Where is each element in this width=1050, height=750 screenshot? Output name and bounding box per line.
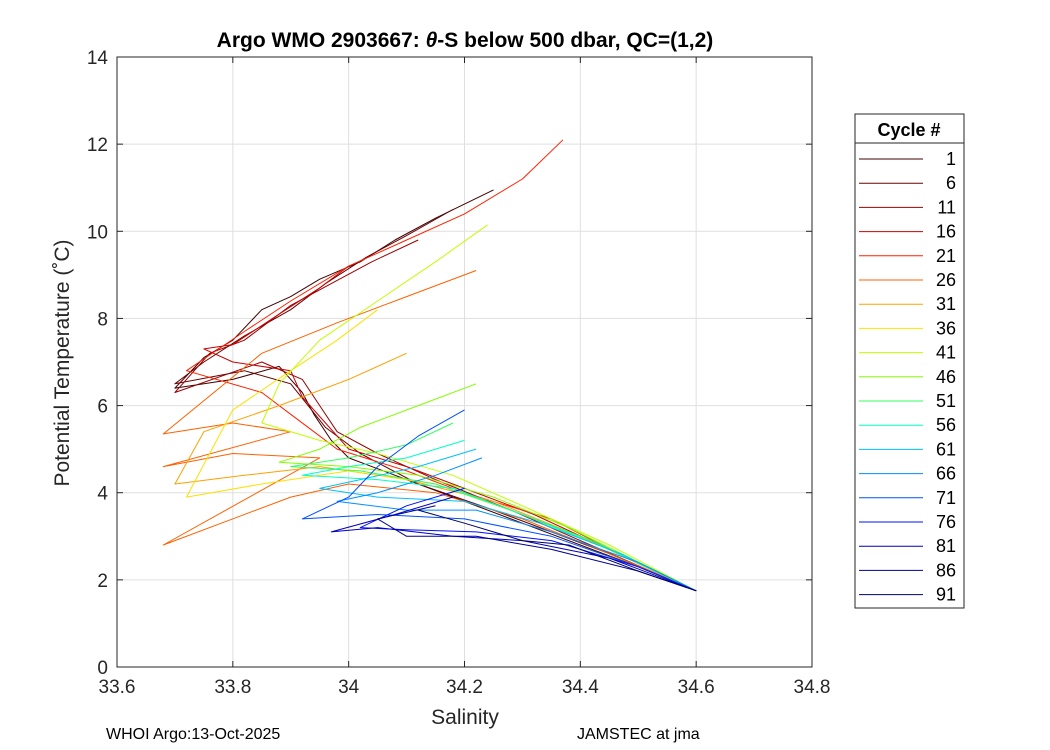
legend-label-21: 21 [936,246,956,266]
series-line-cycle-66 [336,457,697,592]
series-line-cycle-1 [174,189,697,592]
legend-label-41: 41 [936,343,956,363]
y-tick-label: 2 [97,571,108,592]
legend-label-66: 66 [936,464,956,484]
x-tick-label: 34.6 [678,677,715,698]
y-tick-label: 10 [87,222,108,243]
series-line-cycle-61 [319,448,697,592]
series-line-cycle-46 [278,383,697,592]
legend-label-31: 31 [936,294,956,314]
y-tick-label: 8 [97,309,108,330]
legend-label-46: 46 [936,367,956,387]
legend-label-76: 76 [936,512,956,532]
legend-label-56: 56 [936,415,956,435]
y-tick-label: 12 [87,135,108,156]
legend: Cycle # 16111621263136414651566166717681… [854,113,965,609]
series-line-cycle-11 [174,239,697,592]
y-axis-label: Potential Temperature (˚C) [51,239,74,486]
legend-label-91: 91 [936,585,956,605]
series-line-cycle-6 [174,209,697,592]
x-tick-label: 33.6 [99,677,136,698]
legend-label-6: 6 [946,173,956,193]
series-line-cycle-51 [290,422,697,592]
legend-label-61: 61 [936,439,956,459]
legend-label-81: 81 [936,536,956,556]
y-tick-label: 4 [97,484,108,505]
y-tick-label: 6 [97,397,108,418]
legend-label-51: 51 [936,391,956,411]
legend-label-16: 16 [936,222,956,242]
legend-label-1: 1 [946,149,956,169]
series-line-cycle-71 [301,409,697,592]
footer-credit: JAMSTEC at jma [577,726,700,743]
grid [116,56,813,668]
legend-label-26: 26 [936,270,956,290]
legend-label-11: 11 [937,197,956,217]
x-tick-label: 33.8 [214,677,251,698]
series-line-cycle-21 [186,139,697,592]
y-tick-label: 14 [87,48,109,69]
legend-label-71: 71 [936,488,956,508]
series-line-cycle-36 [186,309,697,592]
legend-box [854,113,965,609]
x-axis-label: Salinity [431,706,499,729]
legend-title: Cycle # [877,120,940,140]
y-tick-label: 0 [97,658,108,679]
x-tick-label: 34.8 [794,677,831,698]
series-line-cycle-16 [203,265,697,592]
series-line-cycle-56 [301,439,697,592]
footer-source: WHOI Argo:13-Oct-2025 [106,726,281,743]
series-line-cycle-91 [418,509,697,592]
series-line-cycle-31 [174,352,697,592]
legend-label-86: 86 [936,560,956,580]
axis-ticks: 33.6 33.8 34 34.2 34.4 34.6 34.8 0 2 4 6 8 10 12 14 [87,48,831,698]
x-tick-label: 34.4 [562,677,599,698]
chart-title: Argo WMO 2903667: θ-S below 500 dbar, QC… [217,29,714,52]
plot-lines [162,139,697,592]
legend-label-36: 36 [936,318,956,338]
series-line-cycle-41 [261,224,697,592]
series-line-cycle-26 [162,270,697,592]
series-line-cycle-76 [359,487,697,592]
x-tick-label: 34 [338,677,360,698]
x-tick-label: 34.2 [446,677,483,698]
